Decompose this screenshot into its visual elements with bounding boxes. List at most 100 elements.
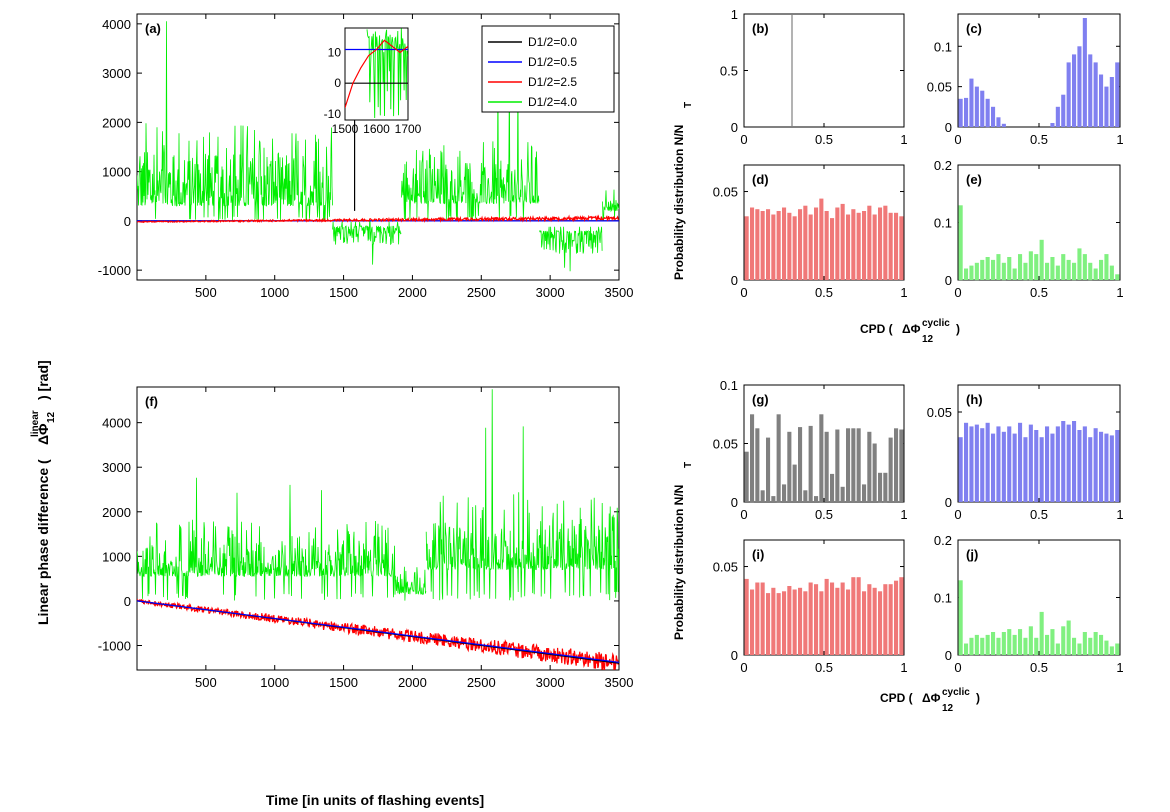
- hist-d-bar: [755, 209, 760, 280]
- panel-d-xtick-label: 0.5: [815, 285, 833, 300]
- panel-a-xtick-label: 2000: [398, 285, 427, 300]
- hist-i-bar: [888, 584, 893, 655]
- hist-j-bar: [1104, 640, 1109, 655]
- inset-ytick-label: -10: [324, 107, 342, 121]
- panel-i: 0 0.5 1 0 0.05 (i): [713, 539, 908, 675]
- panel-f: 500 1000 1500 2000 2500 3000 3500 -1000 0 1000 200…: [98, 386, 634, 690]
- hist-d-bar: [798, 209, 803, 280]
- series-f-D25: [137, 598, 619, 670]
- series-a-d40: [539, 226, 603, 272]
- hist-e-bar: [980, 259, 985, 280]
- hist-e-bar: [1082, 254, 1087, 280]
- hist-e-bar: [1099, 259, 1104, 280]
- hist-d-bar: [819, 198, 824, 280]
- legend-entry: D1/2=2.5: [528, 75, 577, 89]
- hist-i-bar: [760, 582, 765, 655]
- hist-j-bar: [1077, 643, 1082, 655]
- series-a-d40: [401, 71, 540, 223]
- hist-c-bar: [980, 90, 985, 127]
- hist-g-bar: [894, 428, 899, 502]
- panel-a-ytick-label: 4000: [102, 17, 131, 32]
- panel-j-ytick-label: 0: [945, 648, 952, 663]
- panel-f-ytick-label: 2000: [102, 505, 131, 520]
- hist-d-bar: [782, 207, 787, 280]
- left-ylabel-sup: linear: [30, 410, 41, 437]
- hist-j-bar: [1099, 634, 1104, 655]
- panel-e-xtick-label: 0: [954, 285, 961, 300]
- hist-i-bar: [872, 587, 877, 655]
- hist-i-bar: [776, 593, 781, 655]
- hist-j-bar: [1055, 643, 1060, 655]
- hist-c-bar: [996, 117, 1001, 127]
- hist-h-bar: [1072, 421, 1077, 502]
- hist-j-bar: [1045, 634, 1050, 655]
- hist-i-bar: [787, 586, 792, 655]
- hist-xlabel-top: CPD ( ΔΦ cyclic 12 ): [860, 318, 960, 345]
- hist-xlabel-bottom-prefix: CPD (: [880, 691, 913, 705]
- panel-d: 0 0.5 1 0 0.05 (d): [713, 164, 908, 300]
- hist-xlabel-bottom-sup: cyclic: [942, 687, 970, 698]
- hist-d-bar: [814, 207, 819, 280]
- panel-f-xtick-label: 3500: [605, 675, 634, 690]
- left-ylabel: Linear phase difference ( ΔΦ 12 linear )…: [30, 360, 57, 625]
- panel-j-xtick-label: 0.5: [1030, 660, 1048, 675]
- hist-d-bar: [878, 207, 883, 280]
- hist-h-bar: [1028, 424, 1033, 502]
- hist-c-bar: [974, 86, 979, 127]
- hist-j-bar: [1001, 632, 1006, 655]
- panel-f-ytick-label: 3000: [102, 460, 131, 475]
- hist-h-bar: [969, 426, 974, 502]
- panel-e-xtick-label: 1: [1116, 285, 1123, 300]
- hist-g-bar: [803, 490, 808, 502]
- inset-a: 1500 1600 1700 -10 0 10: [324, 27, 422, 136]
- hist-i-bar: [846, 589, 851, 655]
- hist-d-bar: [787, 212, 792, 280]
- series-a-d40: [602, 189, 619, 221]
- hist-j-bar: [1034, 637, 1039, 656]
- hist-h-bar: [1023, 437, 1028, 502]
- panel-e-xtick-label: 0.5: [1030, 285, 1048, 300]
- hist-h-bar: [996, 426, 1001, 502]
- hist-c-bar: [1115, 62, 1120, 127]
- panel-f-xtick-label: 1500: [329, 675, 358, 690]
- panel-b-xtick-label: 0.5: [815, 132, 833, 147]
- panel-f-ytick-label: -1000: [98, 638, 131, 653]
- panel-i-label: (i): [752, 547, 764, 562]
- panel-h-xtick-label: 1: [1116, 507, 1123, 522]
- hist-xlabel-bottom: CPD ( ΔΦ cyclic 12 ): [880, 687, 980, 714]
- panel-f-frame: [136, 386, 620, 671]
- hist-xlabel-top-suffix: ): [956, 322, 960, 336]
- hist-e-bar: [1055, 265, 1060, 280]
- hist-e-bar: [1109, 265, 1114, 280]
- hist-e-bar: [964, 268, 969, 280]
- hist-h-bar: [1055, 426, 1060, 502]
- panel-d-ytick-label: 0.05: [713, 185, 738, 200]
- panel-a-ytick-label: 1000: [102, 165, 131, 180]
- hist-d-bar: [883, 205, 888, 280]
- panel-j: 0 0.5 1 0 0.1 0.2 (j): [934, 533, 1124, 675]
- hist-e-bar: [958, 205, 963, 281]
- panel-a: 500 1000 1500 2000 2500 3000 3500 -1000 0 1000 200…: [98, 13, 633, 300]
- panel-a-xtick-label: 500: [195, 285, 217, 300]
- legend-entry: D1/2=0.5: [528, 55, 577, 69]
- panel-g-xtick-label: 0.5: [815, 507, 833, 522]
- hist-g-bar: [856, 428, 861, 502]
- hist-e-bar: [1093, 268, 1098, 280]
- hist-i-bar: [798, 587, 803, 655]
- hist-d-bar: [888, 212, 893, 280]
- hist-g-bar: [835, 429, 840, 502]
- hist-d-bar: [771, 214, 776, 280]
- hist-d-bar: [846, 214, 851, 280]
- panel-c-xtick-label: 1: [1116, 132, 1123, 147]
- panel-c-xtick-label: 0.5: [1030, 132, 1048, 147]
- hist-h-bar: [1088, 437, 1093, 502]
- panel-c-ytick-label: 0.1: [934, 39, 952, 54]
- hist-g-bar: [744, 451, 749, 502]
- hist-h-bar: [964, 422, 969, 502]
- panel-f-ytick-label: 1000: [102, 549, 131, 564]
- hist-h-bar: [985, 422, 990, 502]
- hist-e-bar: [1028, 251, 1033, 281]
- panel-g-ytick-label: 0.1: [720, 378, 738, 393]
- hist-i-bar: [867, 584, 872, 655]
- hist-d-bar: [840, 203, 845, 280]
